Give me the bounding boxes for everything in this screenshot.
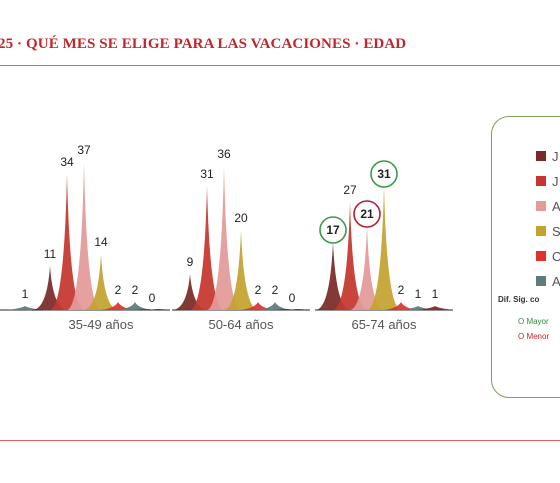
data-label: 11 — [44, 247, 57, 261]
peak-mark — [33, 266, 67, 310]
data-label: 31 — [200, 167, 214, 181]
data-label: 34 — [60, 155, 74, 169]
legend-label: AI — [552, 273, 560, 289]
data-label: 1 — [415, 287, 422, 301]
significance-higher: O Mayor — [518, 317, 549, 326]
data-label: 21 — [360, 207, 374, 221]
peak-mark — [333, 202, 367, 310]
peak-mark — [418, 306, 452, 310]
top-divider — [0, 65, 560, 66]
peak-mark — [367, 186, 401, 310]
data-label: 1 — [22, 287, 29, 301]
group-label: 50-64 años — [208, 317, 274, 332]
peak-mark — [275, 309, 309, 310]
peak-mark — [350, 226, 384, 310]
legend-item: JU — [536, 173, 560, 189]
data-label: 2 — [115, 283, 122, 297]
group-label: 65-74 años — [351, 317, 417, 332]
data-label: 2 — [132, 283, 139, 297]
legend-item: SE — [536, 223, 560, 239]
data-label: 31 — [377, 167, 391, 181]
data-label: 0 — [149, 291, 156, 305]
legend-swatch — [536, 151, 546, 161]
legend-swatch — [536, 226, 546, 236]
peak-mark — [8, 306, 42, 310]
peak-mark — [173, 274, 207, 310]
peak-mark — [50, 174, 84, 310]
data-label: 37 — [77, 143, 91, 157]
peak-mark — [118, 302, 152, 310]
legend-item: JU — [536, 148, 560, 164]
significance-circle — [370, 160, 398, 188]
data-label: 36 — [217, 147, 231, 161]
peak-mark — [84, 254, 118, 310]
data-label: 17 — [326, 223, 340, 237]
peak-mark — [207, 166, 241, 310]
legend-label: AC — [552, 198, 560, 214]
significance-circle — [319, 216, 347, 244]
data-label: 27 — [343, 183, 357, 197]
group-label: 35-49 años — [68, 317, 134, 332]
peak-mark — [135, 309, 169, 310]
data-label: 2 — [398, 283, 405, 297]
data-label: 1 — [432, 287, 439, 301]
legend-swatch — [536, 176, 546, 186]
legend-box: JU JU AC SE OC AI Dif. Sig. co O Mayor O… — [491, 116, 560, 398]
legend-swatch — [536, 201, 546, 211]
peak-mark — [101, 302, 135, 310]
peak-mark — [316, 242, 350, 310]
data-label: 2 — [255, 283, 262, 297]
significance-circle — [353, 200, 381, 228]
data-label: 0 — [289, 291, 296, 305]
legend-label: JU — [552, 148, 560, 164]
significance-lower: O Menor — [518, 332, 550, 341]
peak-mark — [258, 302, 292, 310]
data-label: 2 — [272, 283, 279, 297]
peak-mark — [190, 186, 224, 310]
legend-swatch — [536, 251, 546, 261]
legend-swatch — [536, 276, 546, 286]
legend-label: SE — [552, 223, 560, 239]
data-label: 14 — [94, 235, 108, 249]
peak-mark — [241, 302, 275, 310]
peak-mark — [384, 302, 418, 310]
peak-mark — [224, 230, 258, 310]
data-label: 9 — [187, 255, 194, 269]
significance-title: Dif. Sig. co — [498, 295, 540, 304]
legend-item: AC — [536, 198, 560, 214]
data-label: 20 — [234, 211, 248, 225]
legend-label: JU — [552, 173, 560, 189]
legend-item: AI — [536, 273, 560, 289]
legend-item: OC — [536, 248, 560, 264]
chart-title: 25 · QUÉ MES SE ELIGE PARA LAS VACACIONE… — [0, 36, 407, 52]
peak-mark — [67, 162, 101, 310]
bottom-divider — [0, 440, 560, 441]
legend-label: OC — [552, 248, 560, 264]
